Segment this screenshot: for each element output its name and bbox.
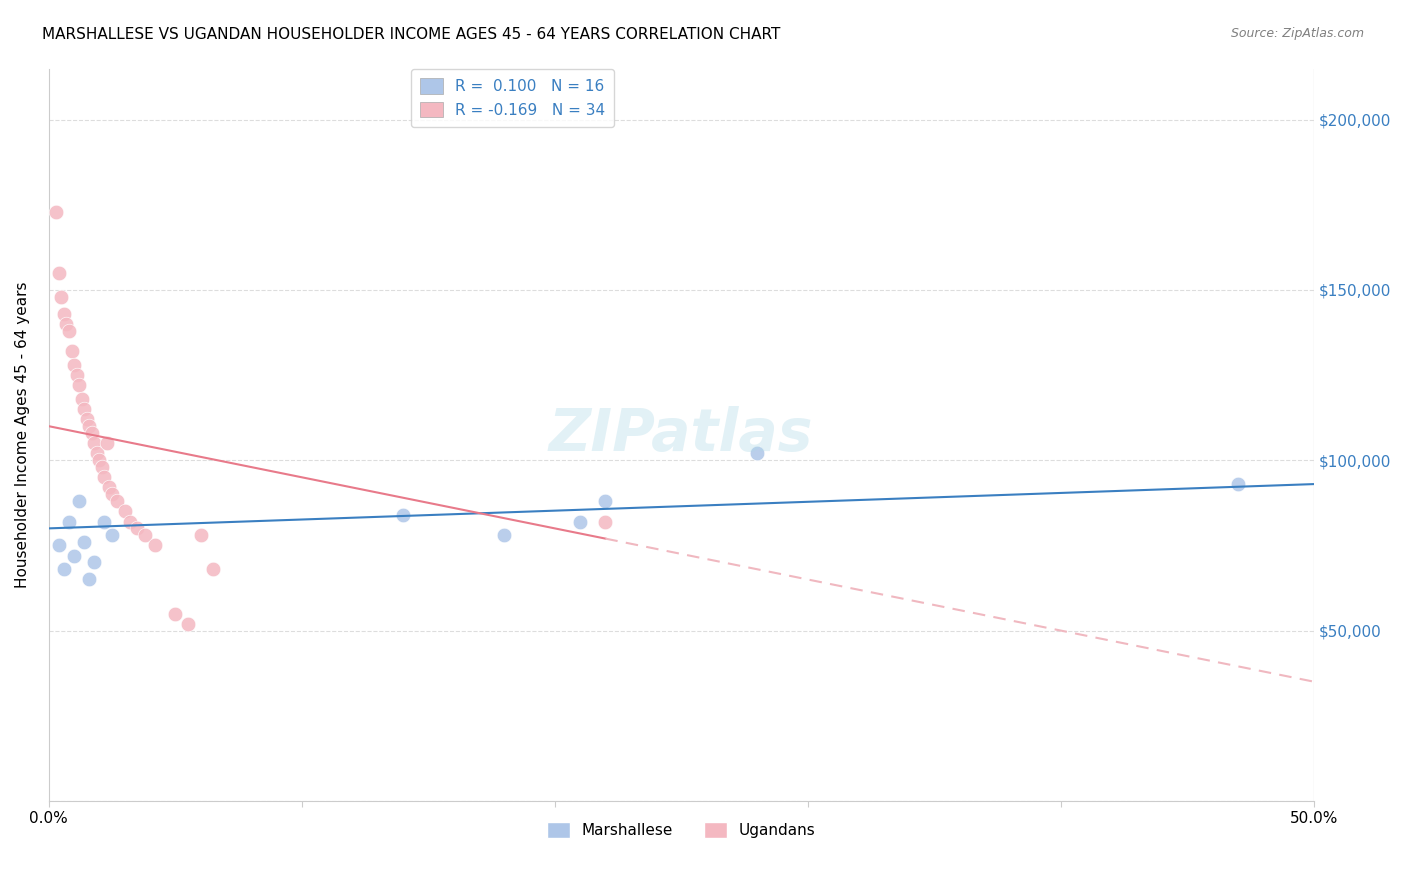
Point (60, 344, 83, 359)
Point (114, 504, 136, 518)
Point (77, 573, 100, 587)
Point (48, 266, 70, 280)
Point (73, 402, 96, 417)
Point (58, 324, 80, 338)
Point (190, 528, 212, 542)
Point (101, 528, 124, 542)
Point (93, 470, 115, 484)
Point (77, 419, 100, 434)
Point (165, 607, 187, 621)
Point (101, 487, 124, 501)
Point (747, 446, 769, 460)
Point (98, 481, 121, 495)
Text: ZIPatlas: ZIPatlas (548, 406, 814, 463)
Legend: Marshallese, Ugandans: Marshallese, Ugandans (541, 816, 823, 845)
Text: MARSHALLESE VS UGANDAN HOUSEHOLDER INCOME AGES 45 - 64 YEARS CORRELATION CHART: MARSHALLESE VS UGANDAN HOUSEHOLDER INCOM… (42, 27, 780, 42)
Point (67, 494, 90, 508)
Point (83, 436, 105, 450)
Point (48, 538, 70, 552)
Point (52, 562, 75, 576)
Point (569, 515, 592, 529)
Point (51, 290, 73, 304)
Point (1226, 477, 1249, 491)
Point (494, 528, 516, 542)
Point (89, 453, 111, 467)
Point (70, 392, 93, 406)
Point (392, 508, 415, 522)
Y-axis label: Householder Income Ages 45 - 64 years: Householder Income Ages 45 - 64 years (15, 282, 30, 588)
Point (52, 307, 75, 321)
Point (90, 460, 112, 475)
Text: Source: ZipAtlas.com: Source: ZipAtlas.com (1230, 27, 1364, 40)
Point (202, 562, 225, 576)
Point (83, 556, 105, 570)
Point (93, 515, 115, 529)
Point (118, 515, 141, 529)
Point (63, 358, 86, 372)
Point (105, 494, 128, 508)
Point (595, 494, 617, 508)
Point (67, 378, 90, 392)
Point (177, 616, 200, 631)
Point (595, 515, 617, 529)
Point (45, 204, 67, 219)
Point (86, 446, 108, 460)
Point (58, 515, 80, 529)
Point (65, 368, 87, 383)
Point (55, 317, 77, 331)
Point (96, 436, 118, 450)
Point (63, 549, 86, 563)
Point (127, 521, 149, 535)
Point (80, 425, 103, 440)
Point (73, 535, 96, 549)
Point (143, 538, 166, 552)
Point (134, 528, 156, 542)
Point (76, 412, 98, 426)
